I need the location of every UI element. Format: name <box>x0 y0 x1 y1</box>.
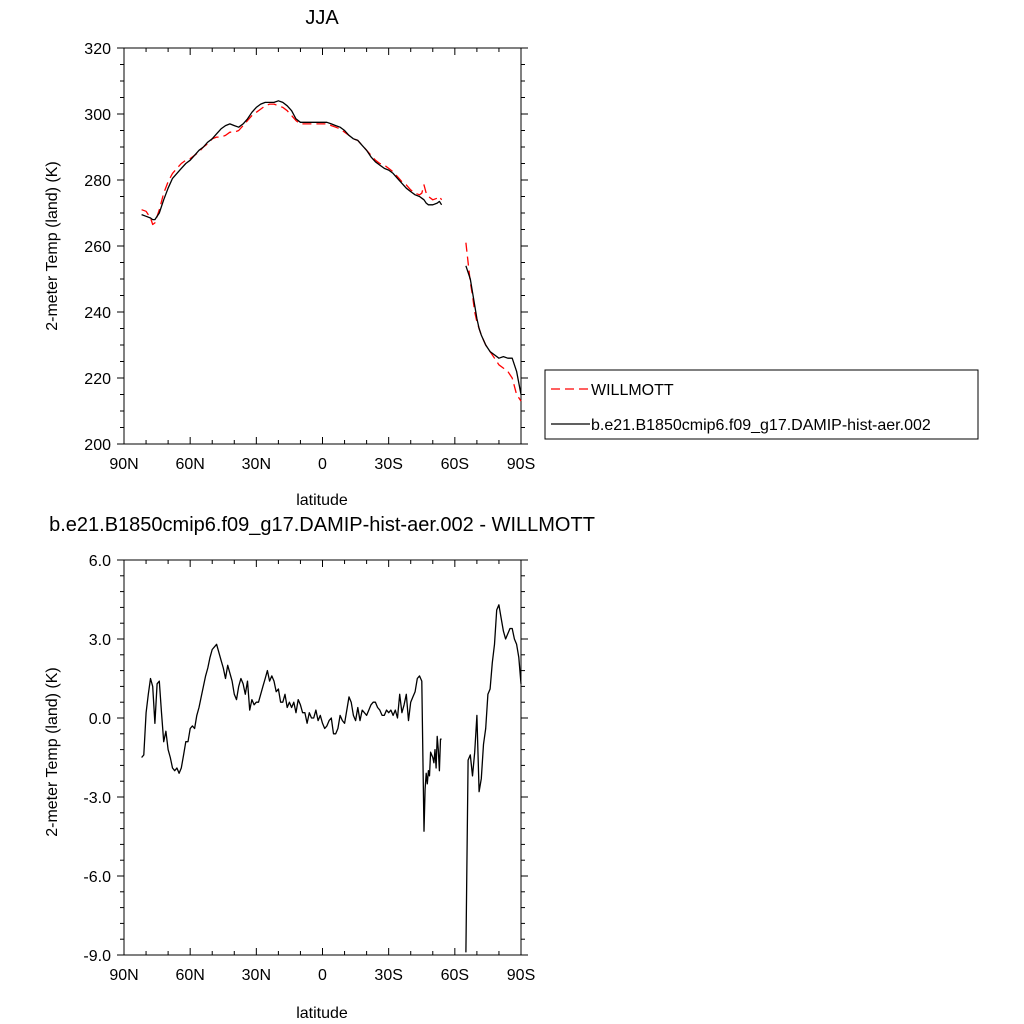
bottom-y-tick-label: 3.0 <box>89 632 111 649</box>
top-series-lines <box>141 100 522 402</box>
top-y-tick-label: 300 <box>84 107 111 124</box>
legend-box <box>544 369 979 440</box>
top-panel: JJA 90N 60N 30N 0 30S 60S 90S 200 220 240 260 280 30… <box>44 7 535 509</box>
bottom-y-tick-label: 6.0 <box>89 553 111 570</box>
top-y-tick-label: 320 <box>84 41 111 58</box>
top-y-tick-label: 200 <box>84 437 111 454</box>
bottom-x-tick-label: 90S <box>507 967 535 984</box>
bottom-series-0-segment-0 <box>141 643 442 832</box>
top-y-tick-label: 280 <box>84 173 111 190</box>
bottom-y-tick-label: -9.0 <box>83 948 111 965</box>
top-y-tick-label: 220 <box>84 371 111 388</box>
top-x-tick-label: 60S <box>441 456 469 473</box>
top-series-1-segment-0 <box>141 100 443 221</box>
bottom-x-tick-label: 60S <box>441 967 469 984</box>
bottom-y-tick-label: 0.0 <box>89 711 111 728</box>
top-x-tick-label: 90S <box>507 456 535 473</box>
top-series-1-segment-1 <box>465 265 522 395</box>
top-x-axis-label: latitude <box>296 492 348 509</box>
top-series-0-segment-0 <box>141 103 443 226</box>
bottom-x-tick-label: 30S <box>374 967 402 984</box>
bottom-x-axis-label: latitude <box>296 1005 348 1022</box>
bottom-x-tick-label: 30N <box>242 967 271 984</box>
legend-label-willmott: WILLMOTT <box>591 382 674 399</box>
bottom-y-tick-label: -6.0 <box>83 869 111 886</box>
bottom-y-axis-label: 2-meter Temp (land) (K) <box>44 667 61 837</box>
bottom-panel: b.e21.B1850cmip6.f09_g17.DAMIP-hist-aer.… <box>44 514 595 1022</box>
legend: WILLMOTT b.e21.B1850cmip6.f09_g17.DAMIP-… <box>544 369 979 440</box>
bottom-x-tick-label: 90N <box>109 967 138 984</box>
top-chart-title: JJA <box>305 7 339 29</box>
bottom-chart-title: b.e21.B1850cmip6.f09_g17.DAMIP-hist-aer.… <box>49 514 595 536</box>
top-x-tick-label: 0 <box>318 456 327 473</box>
top-x-tick-label: 30N <box>242 456 271 473</box>
bottom-series-lines <box>141 604 522 953</box>
top-axes: 90N 60N 30N 0 30S 60S 90S 200 220 240 260 280 300 320 <box>84 41 535 473</box>
bottom-x-tick-label: 60N <box>175 967 204 984</box>
top-y-axis-label: 2-meter Temp (land) (K) <box>44 161 61 331</box>
bottom-y-tick-label: -3.0 <box>83 790 111 807</box>
top-y-tick-label: 240 <box>84 305 111 322</box>
legend-label-model: b.e21.B1850cmip6.f09_g17.DAMIP-hist-aer.… <box>591 417 931 434</box>
bottom-series-0-segment-1 <box>465 604 522 953</box>
top-x-tick-label: 30S <box>374 456 402 473</box>
top-y-tick-label: 260 <box>84 239 111 256</box>
bottom-axes: 90N 60N 30N 0 30S 60S 90S -9.0 -6.0 -3.0 0.0 3.0 6.0 <box>83 553 535 984</box>
bottom-x-tick-label: 0 <box>318 967 327 984</box>
top-x-tick-label: 60N <box>175 456 204 473</box>
top-plot-frame <box>123 47 522 445</box>
top-x-tick-label: 90N <box>109 456 138 473</box>
top-series-0-segment-1 <box>465 242 522 402</box>
